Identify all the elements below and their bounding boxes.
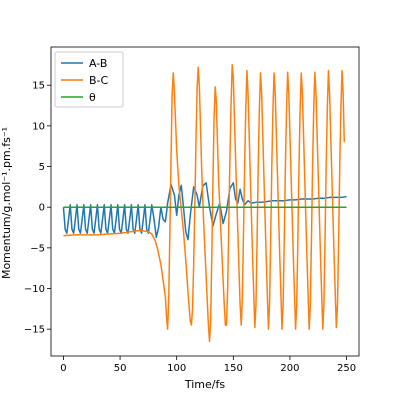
x-tick-label: 250 <box>337 363 356 374</box>
legend-label-theta: θ <box>89 91 96 104</box>
legend-label-bc: B-C <box>89 74 109 87</box>
y-tick-label: 10 <box>32 121 45 132</box>
legend: A-B B-C θ <box>54 51 124 108</box>
x-tick-label: 150 <box>224 363 243 374</box>
x-tick-label: 200 <box>280 363 299 374</box>
plot-frame <box>50 46 360 357</box>
series-line-0 <box>62 182 347 241</box>
axes: 0 50 100 150 200 250 −15 −10 −5 0 5 10 15 <box>24 46 360 374</box>
y-tick-label: 15 <box>32 81 45 92</box>
series-line-1 <box>63 64 346 343</box>
y-tick-label: 5 <box>39 162 45 173</box>
y-axis-label: Momentum/g.mol⁻¹.pm.fs⁻¹ <box>0 127 13 279</box>
y-tick-label: −15 <box>24 325 45 336</box>
y-tick-label: −5 <box>30 243 45 254</box>
y-tick-label: −10 <box>24 284 45 295</box>
x-axis-label: Time/fs <box>184 378 225 391</box>
legend-label-ab: A-B <box>89 57 107 70</box>
x-tick-label: 100 <box>167 363 186 374</box>
legend-frame <box>54 51 124 108</box>
y-tick-label: 0 <box>39 203 45 214</box>
plot-area <box>62 64 347 343</box>
x-tick-label: 50 <box>114 363 127 374</box>
x-tick-label: 0 <box>60 363 66 374</box>
